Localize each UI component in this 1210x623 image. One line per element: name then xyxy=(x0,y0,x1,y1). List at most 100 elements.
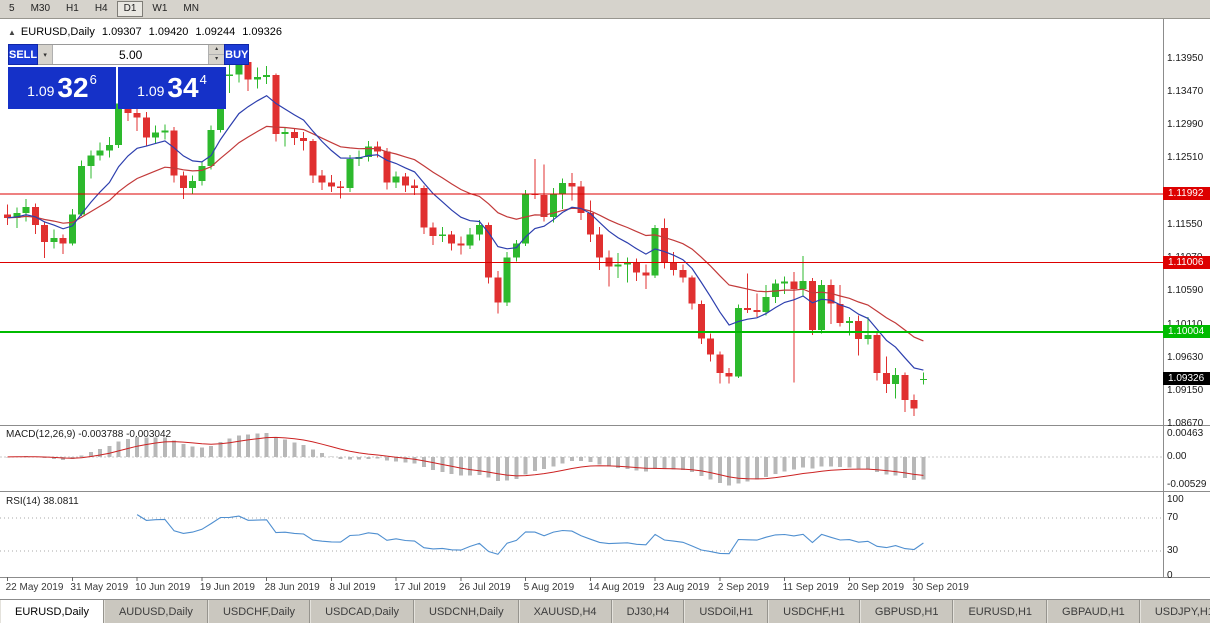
candle xyxy=(263,75,271,78)
macd-histogram-bar xyxy=(468,456,473,476)
candle xyxy=(31,206,39,225)
candle xyxy=(873,334,881,373)
rsi-axis-label: 30 xyxy=(1167,545,1179,557)
tab-usdchf-h1[interactable]: USDCHF,H1 xyxy=(768,600,860,623)
price-level-badge: 1.11006 xyxy=(1163,255,1210,269)
tab-dj30-h4[interactable]: DJ30,H4 xyxy=(611,600,685,623)
candle xyxy=(623,262,631,265)
timeframe-button-m30[interactable]: M30 xyxy=(24,1,57,17)
chart-window: ▲ EURUSD,Daily 1.09307 1.09420 1.09244 1… xyxy=(0,19,1210,599)
macd-histogram-bar xyxy=(560,456,565,464)
sell-price-pips: 32 xyxy=(57,72,89,103)
volume-steppers: ▴ ▾ xyxy=(208,45,225,64)
macd-histogram-bar xyxy=(199,447,204,457)
rsi-axis-label: 100 xyxy=(1167,494,1184,505)
timeframe-button-d1[interactable]: D1 xyxy=(116,1,144,17)
tab-gbpusd-h1[interactable]: GBPUSD,H1 xyxy=(859,600,954,623)
caret-down-icon: ▾ xyxy=(215,56,219,62)
candle xyxy=(457,243,465,246)
price-level-badge: 1.11992 xyxy=(1163,187,1210,201)
price-tick-label: 1.08670 xyxy=(1167,418,1204,430)
candle xyxy=(133,113,141,118)
timeframe-button-5[interactable]: 5 xyxy=(2,1,22,17)
tab-usdchf-daily[interactable]: USDCHF,Daily xyxy=(207,600,311,623)
buy-price-pips: 34 xyxy=(167,72,199,103)
chart-symbol: EURUSD,Daily xyxy=(20,26,95,38)
macd-histogram-bar xyxy=(819,456,824,467)
volume-decrease-button[interactable]: ▾ xyxy=(209,55,225,64)
trade-controls-row: SELL ▾ ▴ ▾ BUY xyxy=(8,44,250,65)
tab-usdcnh-daily[interactable]: USDCNH,Daily xyxy=(414,600,519,623)
tab-gbpaud-h1[interactable]: GBPAUD,H1 xyxy=(1047,600,1140,623)
macd-histogram-bar xyxy=(828,456,833,467)
date-label: 31 May 2019 xyxy=(70,582,129,593)
macd-histogram-bar xyxy=(310,449,315,457)
tab-audusd-daily[interactable]: AUDUSD,Daily xyxy=(103,600,208,623)
candle xyxy=(68,214,76,244)
date-label: 10 Jun 2019 xyxy=(135,582,191,593)
macd-histogram-bar xyxy=(764,456,769,477)
tab-usdcad-daily[interactable]: USDCAD,Daily xyxy=(310,600,415,623)
trade-prices-row: 1.09 32 6 1.09 34 4 xyxy=(8,67,226,109)
candle xyxy=(244,62,252,80)
volume-input[interactable] xyxy=(53,45,209,64)
ohlc-high: 1.09420 xyxy=(148,26,189,38)
candle xyxy=(4,214,12,218)
caret-up-icon: ▴ xyxy=(215,46,219,52)
ma-slow-line xyxy=(7,125,924,342)
buy-price-panel[interactable]: 1.09 34 4 xyxy=(118,67,226,109)
macd-histogram-bar xyxy=(708,456,713,480)
candle xyxy=(87,155,95,166)
candle xyxy=(707,338,715,355)
macd-histogram-bar xyxy=(394,456,399,462)
candle xyxy=(633,262,641,273)
candle xyxy=(78,165,86,215)
candle xyxy=(318,175,326,183)
macd-histogram-bar xyxy=(283,439,288,457)
macd-histogram-bar xyxy=(662,456,667,470)
volume-increase-button[interactable]: ▴ xyxy=(209,45,225,55)
date-label: 26 Jul 2019 xyxy=(458,582,511,593)
macd-histogram-bar xyxy=(754,456,759,480)
timeframe-button-h1[interactable]: H1 xyxy=(59,1,86,17)
candle xyxy=(253,77,261,80)
candle xyxy=(411,185,419,189)
price-tick-label: 1.09630 xyxy=(1167,351,1204,363)
macd-histogram-bar xyxy=(144,437,149,457)
date-label: 28 Jun 2019 xyxy=(264,582,320,593)
tab-usdoil-h1[interactable]: USDOil,H1 xyxy=(684,600,769,623)
sell-price-panel[interactable]: 1.09 32 6 xyxy=(8,67,116,109)
ohlc-low: 1.09244 xyxy=(195,26,236,38)
timeframe-button-mn[interactable]: MN xyxy=(176,1,206,17)
price-level-badge: 1.10004 xyxy=(1163,324,1210,338)
date-label: 17 Jul 2019 xyxy=(394,582,446,593)
tab-usdjpy-h1[interactable]: USDJPY,H1 xyxy=(1139,600,1210,623)
buy-button[interactable]: BUY xyxy=(224,44,250,65)
date-label: 19 Jun 2019 xyxy=(199,582,255,593)
candle xyxy=(540,195,548,218)
candle xyxy=(910,400,918,409)
macd-histogram-bar xyxy=(88,451,93,457)
timeframe-button-h4[interactable]: H4 xyxy=(88,1,115,17)
macd-histogram-bar xyxy=(292,442,297,457)
candle xyxy=(41,224,49,243)
candle xyxy=(161,130,169,133)
chart-canvas[interactable] xyxy=(0,19,1210,599)
macd-histogram-bar xyxy=(227,438,232,457)
price-tick-label: 1.12990 xyxy=(1167,119,1204,130)
macd-histogram-bar xyxy=(875,456,880,472)
tab-xauusd-h4[interactable]: XAUUSD,H4 xyxy=(518,600,612,623)
macd-histogram-bar xyxy=(653,456,658,469)
macd-histogram-bar xyxy=(255,433,260,457)
macd-histogram-bar xyxy=(320,453,325,457)
macd-histogram-bar xyxy=(791,456,796,470)
tab-eurusd-h1[interactable]: EURUSD,H1 xyxy=(953,600,1048,623)
volume-dropdown-button[interactable]: ▾ xyxy=(38,45,54,64)
sell-button[interactable]: SELL xyxy=(8,44,39,65)
macd-histogram-bar xyxy=(458,456,463,476)
tab-eurusd-daily[interactable]: EURUSD,Daily xyxy=(0,600,104,623)
current-price-badge: 1.09326 xyxy=(1163,371,1210,385)
timeframe-button-w1[interactable]: W1 xyxy=(145,1,174,17)
price-tick-label: 1.13470 xyxy=(1167,85,1204,97)
macd-histogram-bar xyxy=(301,445,306,457)
